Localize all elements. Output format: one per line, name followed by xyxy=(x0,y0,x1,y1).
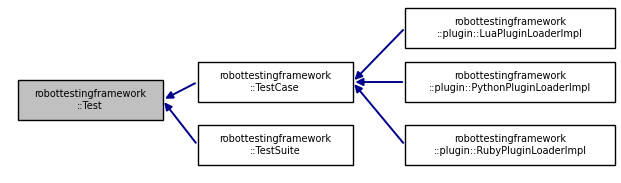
Bar xyxy=(405,125,615,165)
Bar xyxy=(197,62,353,102)
Text: robottestingframework
::plugin::RubyPluginLoaderImpl: robottestingframework ::plugin::RubyPlug… xyxy=(433,134,586,156)
Text: robottestingframework
::TestSuite: robottestingframework ::TestSuite xyxy=(219,134,331,156)
Text: robottestingframework
::Test: robottestingframework ::Test xyxy=(34,89,146,111)
Bar xyxy=(405,62,615,102)
Text: robottestingframework
::plugin::PythonPluginLoaderImpl: robottestingframework ::plugin::PythonPl… xyxy=(429,71,591,93)
Text: robottestingframework
::plugin::LuaPluginLoaderImpl: robottestingframework ::plugin::LuaPlugi… xyxy=(437,17,583,39)
Bar xyxy=(405,8,615,48)
Bar xyxy=(17,80,163,120)
Bar xyxy=(197,125,353,165)
Text: robottestingframework
::TestCase: robottestingframework ::TestCase xyxy=(219,71,331,93)
